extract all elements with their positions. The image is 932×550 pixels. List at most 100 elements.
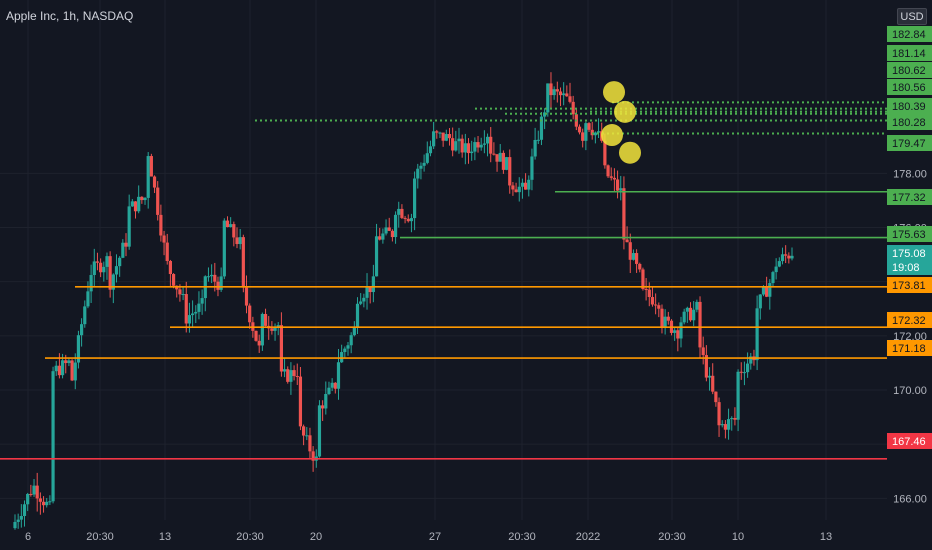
candle-body bbox=[324, 393, 328, 409]
candle-body bbox=[118, 257, 122, 267]
price-label-bg bbox=[887, 135, 932, 151]
candle-body bbox=[371, 276, 375, 293]
candle-body bbox=[76, 335, 81, 363]
candle-body bbox=[355, 303, 360, 328]
candle-body bbox=[225, 220, 230, 228]
candle-body bbox=[476, 142, 480, 148]
candle-body bbox=[321, 405, 325, 409]
candle-body bbox=[19, 516, 23, 520]
candle-body bbox=[73, 362, 77, 381]
candle-body bbox=[140, 196, 144, 201]
candle-body bbox=[587, 123, 591, 130]
y-tick-label: 172.00 bbox=[893, 331, 927, 343]
candle-body bbox=[638, 263, 642, 270]
x-tick-label: 20:30 bbox=[658, 531, 686, 543]
candle-body bbox=[22, 504, 27, 517]
candle-body bbox=[666, 316, 670, 321]
price-label: 167.46 bbox=[892, 436, 926, 448]
candle-body bbox=[524, 182, 528, 190]
candle-body bbox=[622, 188, 626, 240]
candle-body bbox=[635, 253, 639, 264]
candle-body bbox=[790, 255, 794, 259]
candle-body bbox=[562, 93, 566, 96]
candle-body bbox=[511, 185, 515, 190]
candle-body bbox=[308, 435, 312, 452]
candle-body bbox=[263, 313, 268, 326]
candle-body bbox=[35, 485, 39, 499]
candle-body bbox=[133, 201, 138, 212]
candle-body bbox=[219, 276, 223, 290]
candle-body bbox=[707, 375, 712, 378]
candle-body bbox=[222, 220, 226, 277]
candle-body bbox=[787, 255, 791, 259]
candle-body bbox=[102, 266, 106, 273]
price-label-bg bbox=[887, 245, 932, 261]
candle-body bbox=[701, 347, 705, 356]
candle-body bbox=[168, 260, 172, 275]
candle-body bbox=[362, 297, 366, 302]
candle-body bbox=[682, 311, 686, 323]
price-label-bg bbox=[887, 340, 932, 356]
candle-body bbox=[260, 313, 264, 346]
candle-body bbox=[156, 187, 160, 215]
price-label-bg bbox=[887, 114, 932, 130]
candle-body bbox=[739, 371, 743, 373]
candle-body bbox=[165, 242, 169, 261]
candle-body bbox=[374, 236, 379, 277]
currency-button[interactable]: USD bbox=[897, 8, 927, 25]
candle-body bbox=[647, 289, 651, 298]
candle-body bbox=[717, 402, 721, 426]
price-label-bg bbox=[887, 259, 932, 275]
candle-body bbox=[688, 307, 693, 321]
candle-body bbox=[685, 307, 689, 312]
candle-body bbox=[758, 294, 762, 309]
candle-body bbox=[80, 324, 84, 336]
candle-body bbox=[127, 206, 131, 247]
candle-body bbox=[289, 370, 293, 382]
candle-body bbox=[244, 287, 249, 306]
candle-body bbox=[514, 189, 518, 193]
candle-body bbox=[83, 306, 87, 325]
candle-body bbox=[302, 426, 306, 436]
candle-body bbox=[241, 237, 245, 288]
y-tick-label: 170.00 bbox=[893, 385, 927, 397]
candle-body bbox=[673, 330, 677, 333]
candle-body bbox=[162, 235, 166, 243]
candle-body bbox=[292, 370, 296, 377]
candle-body bbox=[343, 348, 347, 353]
candle-body bbox=[70, 360, 74, 381]
x-tick-label: 6 bbox=[25, 531, 31, 543]
x-tick-label: 10 bbox=[732, 531, 744, 543]
candle-body bbox=[419, 165, 423, 169]
candle-body bbox=[441, 132, 445, 141]
candle-body bbox=[340, 352, 344, 363]
candle-body bbox=[711, 375, 715, 392]
candle-body bbox=[628, 242, 632, 260]
price-label: 180.28 bbox=[892, 117, 926, 129]
candle-body bbox=[330, 382, 334, 388]
candle-body bbox=[409, 218, 414, 222]
candle-body bbox=[457, 138, 461, 142]
candle-body bbox=[248, 305, 252, 323]
x-tick-label: 2022 bbox=[576, 531, 600, 543]
candle-body bbox=[425, 153, 429, 163]
candle-body bbox=[492, 153, 496, 155]
candle-body bbox=[210, 274, 214, 277]
candle-body bbox=[159, 214, 163, 236]
candle-body bbox=[482, 143, 486, 145]
candle-body bbox=[416, 168, 420, 179]
candle-body bbox=[400, 208, 404, 218]
candle-body bbox=[406, 218, 410, 222]
candle-body bbox=[695, 301, 699, 310]
candle-body bbox=[663, 316, 667, 328]
candle-body bbox=[378, 236, 382, 240]
candle-body bbox=[26, 493, 30, 505]
price-label-bg bbox=[887, 277, 932, 293]
candle-body bbox=[54, 365, 58, 372]
candle-body bbox=[463, 143, 467, 153]
candle-body bbox=[517, 186, 521, 193]
candle-body bbox=[489, 136, 493, 154]
candle-body bbox=[143, 197, 147, 201]
candle-body bbox=[235, 237, 239, 245]
